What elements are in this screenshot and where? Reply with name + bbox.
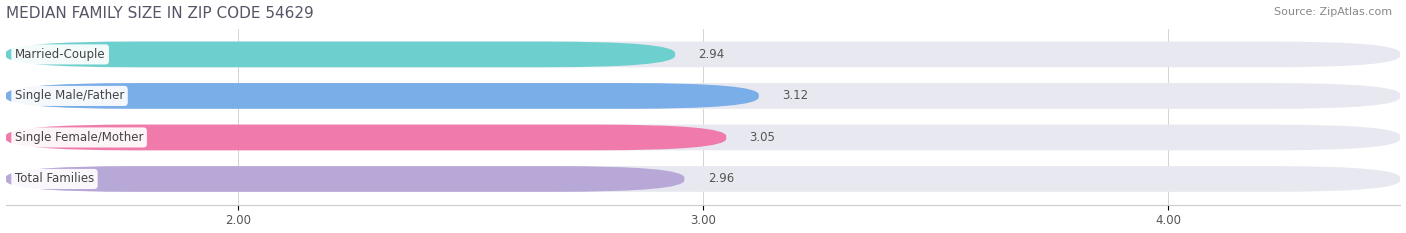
FancyBboxPatch shape: [6, 166, 685, 192]
Text: Single Male/Father: Single Male/Father: [15, 89, 124, 103]
FancyBboxPatch shape: [6, 83, 1400, 109]
FancyBboxPatch shape: [6, 83, 759, 109]
Text: 3.12: 3.12: [782, 89, 808, 103]
Text: 2.96: 2.96: [707, 172, 734, 185]
Text: Married-Couple: Married-Couple: [15, 48, 105, 61]
FancyBboxPatch shape: [6, 41, 1400, 67]
FancyBboxPatch shape: [6, 166, 1400, 192]
Text: 3.05: 3.05: [749, 131, 775, 144]
Text: Total Families: Total Families: [15, 172, 94, 185]
Text: Source: ZipAtlas.com: Source: ZipAtlas.com: [1274, 7, 1392, 17]
FancyBboxPatch shape: [6, 41, 675, 67]
Text: Single Female/Mother: Single Female/Mother: [15, 131, 143, 144]
Text: 2.94: 2.94: [699, 48, 724, 61]
FancyBboxPatch shape: [6, 125, 727, 150]
FancyBboxPatch shape: [6, 125, 1400, 150]
Text: MEDIAN FAMILY SIZE IN ZIP CODE 54629: MEDIAN FAMILY SIZE IN ZIP CODE 54629: [6, 6, 314, 21]
